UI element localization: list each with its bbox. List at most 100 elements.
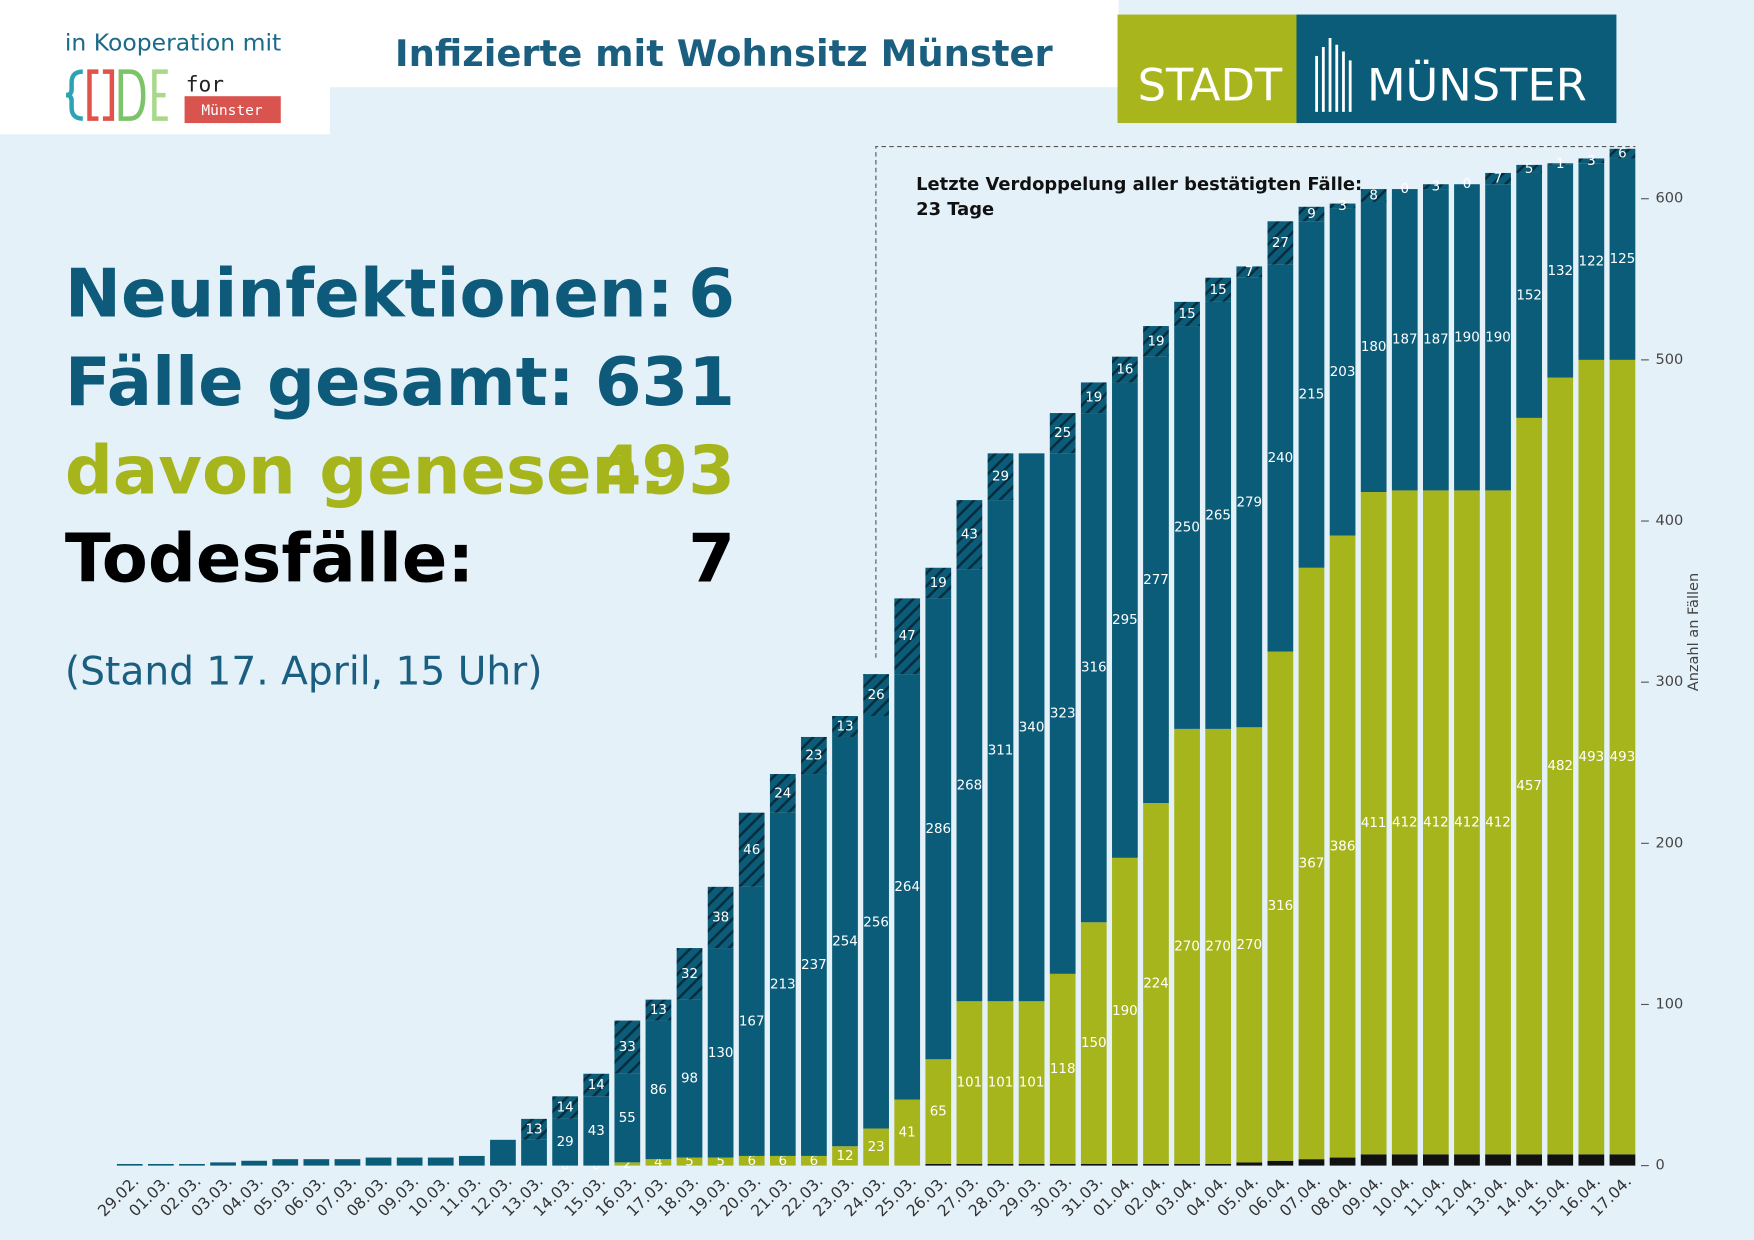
bar-segment <box>1329 535 1356 1158</box>
bar-segment <box>614 1020 641 1074</box>
value-label: 150 <box>1081 1036 1107 1051</box>
bar-segment <box>676 999 703 1158</box>
bar-segment <box>894 674 921 1100</box>
value-label: 43 <box>961 528 978 543</box>
value-label: 254 <box>832 935 858 950</box>
value-label: 19 <box>1147 334 1164 349</box>
value-label: 29 <box>992 470 1009 485</box>
bar-segment <box>1049 453 1076 974</box>
bar-segment <box>1112 382 1138 858</box>
value-label: 122 <box>1579 255 1605 270</box>
bar-segment <box>1547 164 1574 378</box>
title: Infizierte mit Wohnsitz Münster <box>395 32 1054 75</box>
bar-segment <box>987 453 1014 501</box>
bar-segment <box>925 598 952 1060</box>
value-label: 46 <box>743 843 760 858</box>
bar-segment <box>1329 203 1356 209</box>
bar-segment <box>1205 301 1232 729</box>
bar-segment <box>1422 1154 1449 1166</box>
bar-segment <box>987 1163 1014 1166</box>
bar-segment <box>769 774 796 813</box>
bar-segment <box>832 736 858 1147</box>
bar-segment <box>769 1155 796 1166</box>
annotation: Letzte Verdoppelung aller bestätigten Fä… <box>875 145 1636 658</box>
bar-segment <box>1080 1163 1107 1166</box>
bar-segment <box>1298 206 1325 222</box>
bar-segment <box>1236 266 1263 278</box>
bar-segment <box>458 1155 485 1166</box>
value-label: 47 <box>899 629 916 644</box>
bar-segment <box>1391 490 1418 1155</box>
value-label: 240 <box>1268 451 1294 466</box>
bar-segment <box>676 948 703 1000</box>
value-label: 14 <box>588 1078 605 1093</box>
value-label: 187 <box>1423 333 1449 348</box>
value-label: 29 <box>557 1135 574 1150</box>
value-label: 7 <box>1494 172 1503 187</box>
bar-segment <box>1298 1159 1325 1166</box>
value-label: 0 <box>1463 177 1472 192</box>
bar-segment <box>1578 158 1605 164</box>
bar-segment <box>179 1163 205 1166</box>
bar-segment <box>614 1073 641 1163</box>
bar-segment <box>1236 277 1263 728</box>
stadt-box <box>1117 14 1297 124</box>
value-label: 101 <box>957 1076 983 1091</box>
bar-segment <box>801 736 827 775</box>
stat-value: 6 <box>688 255 735 333</box>
value-label: 180 <box>1361 340 1387 355</box>
value-label: 27 <box>1272 236 1289 251</box>
value-label: 25 <box>1054 426 1071 441</box>
bar-segment <box>521 1139 547 1166</box>
bar-segment <box>645 999 672 1021</box>
value-label: 41 <box>899 1126 916 1141</box>
bar-segment <box>832 1146 858 1166</box>
logo-red-box <box>184 96 281 124</box>
bar-segment <box>1112 1163 1138 1166</box>
value-label: 101 <box>988 1076 1014 1091</box>
value-label: 187 <box>1392 333 1418 348</box>
bar-segment <box>490 1139 516 1166</box>
bar-segment <box>1516 1154 1543 1166</box>
value-label: 311 <box>988 744 1014 759</box>
stadt-text: STADT <box>1138 59 1283 112</box>
bar-segment <box>1547 163 1574 165</box>
value-label: 190 <box>1112 1004 1138 1019</box>
bar-segment <box>956 569 983 1002</box>
bar-segment <box>925 1059 952 1164</box>
bar-segment <box>1267 651 1294 1161</box>
value-label: 13 <box>836 719 853 734</box>
bar-segment <box>552 1118 578 1166</box>
value-label: 237 <box>801 958 827 973</box>
bar-segment <box>1485 172 1511 185</box>
value-label: 215 <box>1299 388 1325 403</box>
value-label: 411 <box>1361 816 1387 831</box>
bar-segment <box>272 1159 299 1166</box>
organ-icon <box>1315 38 1352 112</box>
value-label: 268 <box>957 778 983 793</box>
bar-segment <box>956 1001 983 1164</box>
bar-segment <box>583 1096 610 1166</box>
bar-segment <box>1112 857 1138 1164</box>
bar-segment <box>863 674 889 717</box>
value-label: 482 <box>1547 759 1573 774</box>
bar-segment <box>1485 490 1511 1155</box>
muenster-text: MÜNSTER <box>1367 59 1587 112</box>
bar-segment <box>645 1159 672 1166</box>
bar-segment <box>1174 1163 1200 1166</box>
value-label: 9 <box>1307 207 1316 222</box>
bar-segment <box>1578 163 1605 360</box>
value-label: 5 <box>1525 162 1534 177</box>
value-label: 3 <box>1432 180 1441 195</box>
value-label: 2 <box>623 1157 632 1172</box>
value-label: 316 <box>1081 661 1107 676</box>
value-label: 5 <box>716 1155 725 1170</box>
bar-segment <box>801 1155 827 1166</box>
value-label: 250 <box>1174 520 1200 535</box>
bar-segment <box>521 1118 547 1140</box>
bar-segment <box>1298 221 1325 568</box>
value-label: 33 <box>619 1040 636 1055</box>
stat-value: 7 <box>688 520 735 598</box>
value-label: 152 <box>1516 288 1542 303</box>
bar-segment <box>1454 490 1480 1155</box>
